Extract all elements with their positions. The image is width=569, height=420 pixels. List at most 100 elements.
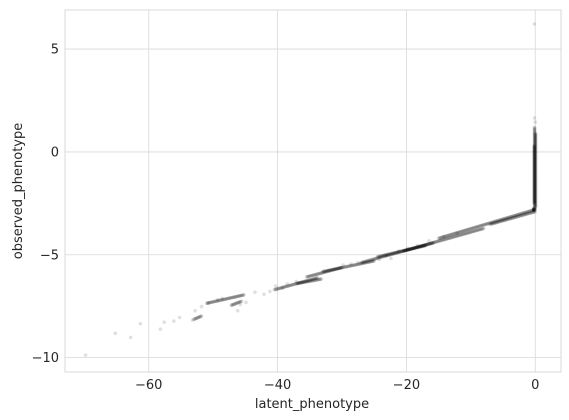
data-point	[286, 284, 290, 288]
data-point	[532, 163, 537, 168]
data-point	[367, 258, 372, 263]
data-point	[512, 215, 517, 220]
data-point	[532, 186, 537, 191]
data-point	[532, 156, 537, 161]
data-point	[232, 302, 237, 306]
data-point	[350, 263, 354, 268]
data-point	[325, 268, 329, 273]
data-point	[468, 227, 472, 231]
data-point	[532, 151, 537, 156]
data-point	[533, 175, 538, 179]
data-point	[533, 146, 538, 151]
data-point	[526, 211, 531, 216]
data-point	[413, 245, 418, 250]
data-point	[442, 234, 447, 239]
data-point	[304, 279, 309, 284]
data-point	[327, 268, 332, 272]
data-point	[411, 246, 416, 250]
data-point	[464, 228, 468, 232]
data-point	[408, 247, 413, 251]
data-point	[389, 252, 393, 257]
data-point	[436, 239, 441, 243]
data-point	[423, 243, 428, 247]
data-point	[321, 269, 326, 274]
data-point	[340, 265, 344, 270]
data-point	[491, 221, 495, 226]
data-point	[532, 187, 537, 191]
data-point	[457, 233, 462, 238]
data-point	[495, 220, 500, 224]
data-point	[532, 207, 537, 211]
data-point	[308, 274, 313, 278]
data-point	[365, 259, 369, 263]
data-point	[215, 299, 220, 303]
data-point	[491, 220, 496, 224]
data-point	[312, 276, 316, 281]
data-point	[532, 126, 537, 130]
data-point	[332, 267, 337, 271]
data-point	[207, 300, 212, 305]
data-point	[533, 162, 538, 166]
data-point	[215, 297, 220, 302]
data-point	[521, 211, 525, 215]
data-point	[433, 240, 437, 244]
data-point	[325, 269, 330, 274]
data-point	[497, 220, 501, 224]
data-point	[533, 138, 538, 143]
data-point	[523, 210, 527, 215]
data-point	[513, 213, 518, 218]
data-point	[239, 293, 244, 298]
data-point	[225, 296, 230, 301]
data-point	[426, 242, 430, 246]
data-point	[477, 224, 481, 229]
data-point	[532, 182, 537, 186]
data-point	[524, 210, 529, 214]
data-point	[411, 246, 415, 251]
data-point	[354, 262, 358, 267]
data-point	[532, 155, 537, 159]
data-point	[273, 287, 277, 292]
data-point	[532, 174, 537, 179]
data-point	[532, 158, 537, 163]
data-point	[384, 253, 389, 258]
data-point	[382, 253, 387, 257]
data-point	[532, 154, 537, 159]
data-point	[532, 204, 537, 209]
data-point	[485, 222, 490, 226]
data-point	[470, 226, 474, 231]
data-point	[301, 280, 305, 285]
data-point	[397, 250, 401, 255]
data-point	[533, 157, 538, 162]
data-point	[422, 243, 427, 247]
data-point	[458, 230, 462, 234]
data-point	[532, 186, 537, 191]
data-point	[499, 219, 503, 224]
data-point	[531, 207, 536, 212]
data-point	[464, 231, 468, 236]
data-point	[452, 231, 457, 236]
data-point	[495, 218, 500, 223]
data-point	[386, 252, 391, 256]
data-point	[532, 131, 537, 136]
data-point	[533, 191, 538, 196]
data-point	[521, 211, 526, 215]
data-point	[383, 254, 388, 258]
data-point	[533, 181, 538, 186]
data-point	[424, 242, 429, 247]
data-point	[533, 192, 538, 196]
data-point	[383, 253, 387, 257]
data-point	[395, 250, 399, 255]
data-point	[205, 301, 210, 305]
data-point	[459, 232, 464, 237]
data-point	[315, 275, 320, 280]
data-point	[358, 262, 363, 266]
data-point	[532, 181, 537, 186]
data-point	[482, 223, 486, 227]
data-point	[298, 280, 303, 285]
data-point	[532, 161, 537, 165]
data-point	[532, 146, 537, 150]
data-point	[472, 229, 476, 233]
data-point	[532, 128, 537, 132]
data-point	[533, 159, 538, 163]
data-point	[445, 234, 449, 238]
